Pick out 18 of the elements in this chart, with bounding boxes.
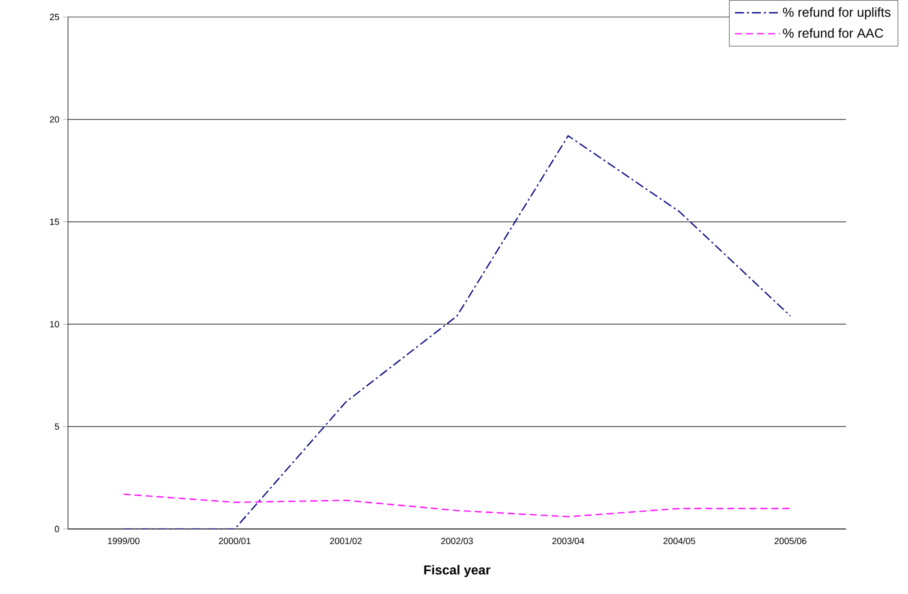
y-tick-label: 5 <box>54 423 60 430</box>
line-series <box>122 494 792 518</box>
legend-label: % refund for uplifts <box>783 7 890 20</box>
y-tick-label: 0 <box>54 526 60 532</box>
x-tick-label: 2001/02 <box>330 538 362 544</box>
y-tick-label: 15 <box>50 218 60 225</box>
legend-label: % refund for AAC <box>783 28 884 38</box>
x-axis-title: Fiscal year <box>424 564 490 578</box>
y-tick-label: 20 <box>50 116 60 123</box>
line-series <box>122 135 792 529</box>
y-tick-label: 10 <box>50 321 60 328</box>
y-tick-label: 25 <box>50 14 60 20</box>
x-tick-label: 2005/06 <box>774 538 806 544</box>
x-tick-label: 2003/04 <box>552 538 584 544</box>
x-tick-label: 2000/01 <box>218 538 251 544</box>
x-tick-label: 1999/00 <box>108 538 140 544</box>
x-tick-label: 2004/05 <box>663 538 696 544</box>
x-tick-label: 2002/03 <box>441 538 473 544</box>
